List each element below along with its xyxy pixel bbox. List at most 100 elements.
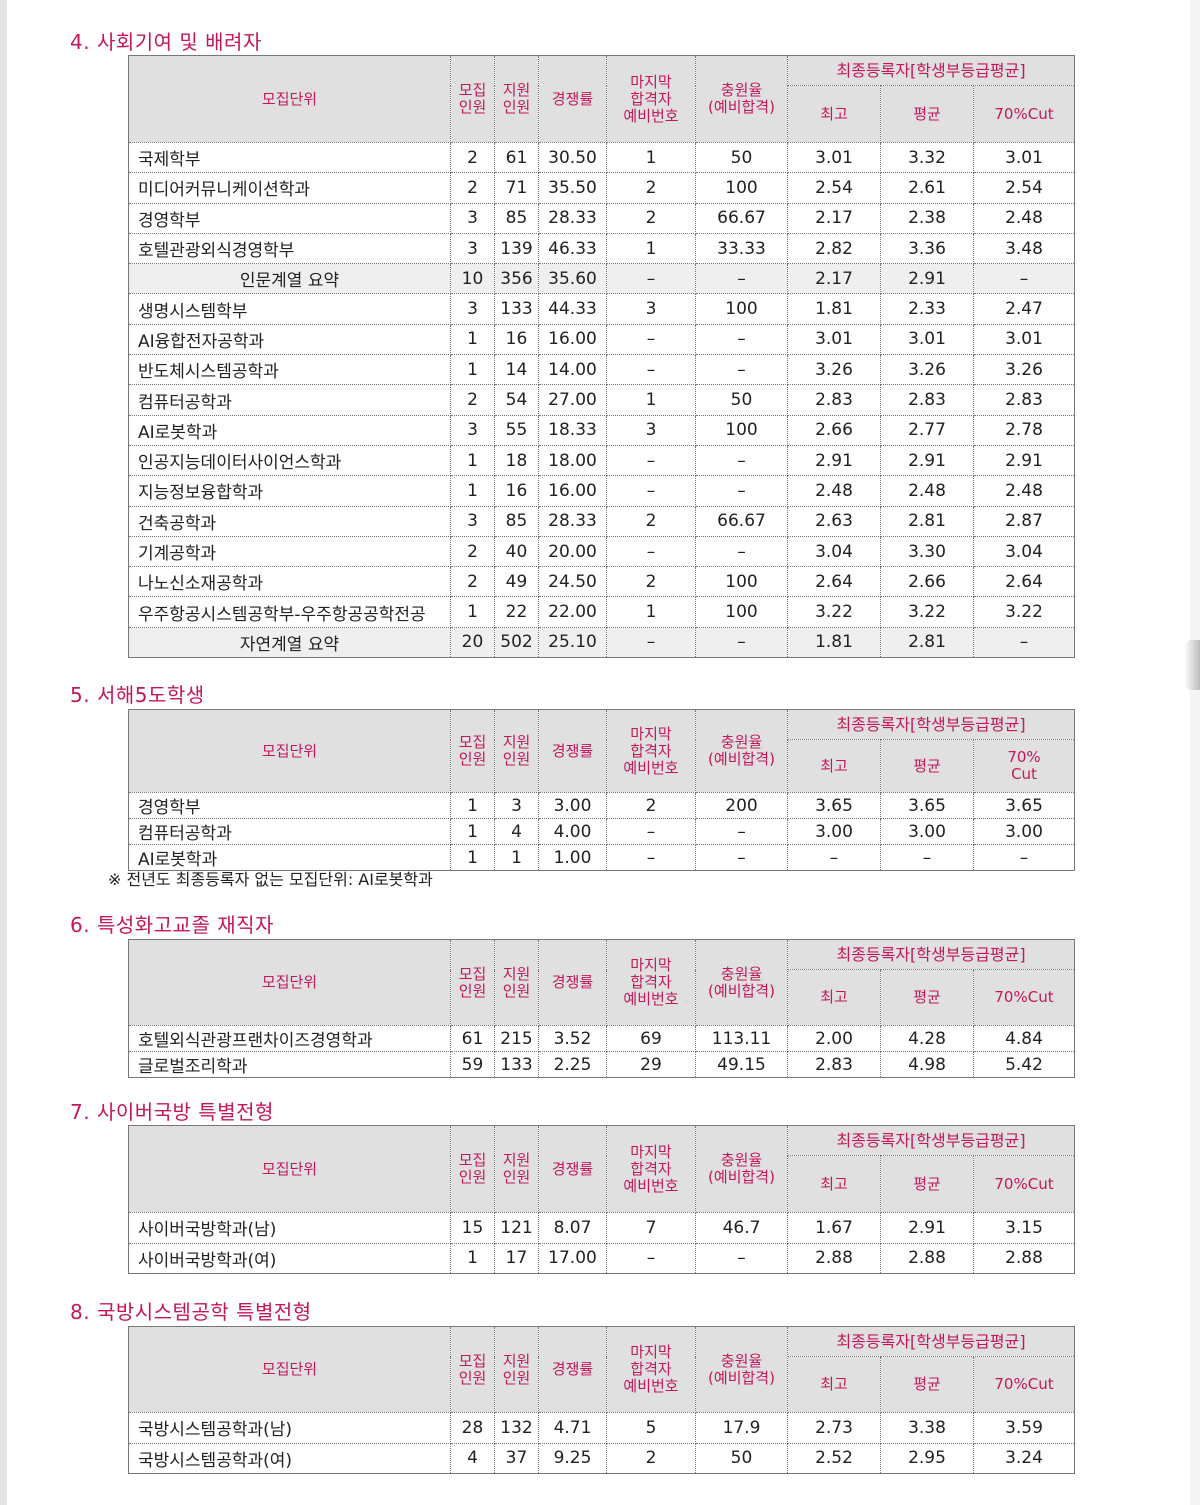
cell-applicants: 55 xyxy=(494,414,539,446)
cell-quota: 59 xyxy=(450,1051,495,1078)
cell-avg: – xyxy=(880,844,974,871)
cell-last: 2 xyxy=(606,202,696,234)
cell-last: 1 xyxy=(606,384,696,416)
cell-unit: 자연계열 요약 xyxy=(128,626,451,659)
cell-last: – xyxy=(606,323,696,356)
admission-table: 모집단위 모집 인원 지원 인원 경쟁률 마지막 합격자 예비번호 충원율 (예비합격) 최… xyxy=(128,1326,1075,1474)
cell-avg: 3.32 xyxy=(880,141,974,174)
cell-avg: 2.33 xyxy=(880,293,974,325)
header-final-group: 최종등록자[학생부등급평균] xyxy=(787,1326,1075,1357)
cell-applicants: 14 xyxy=(494,354,539,386)
cell-applicants: 356 xyxy=(494,263,539,295)
table-row: 국제학부 2 61 30.50 1 50 3.01 3.32 3.01 xyxy=(128,141,1075,174)
cell-unit: 경영학부 xyxy=(128,792,451,819)
header-unit: 모집단위 xyxy=(128,939,451,1026)
table-row: 우주항공시스템공학부-우주항공공학전공 1 22 22.00 1 100 3.22 3.22 3… xyxy=(128,596,1075,628)
cell-quota: 3 xyxy=(450,505,495,537)
cell-applicants: 54 xyxy=(494,384,539,416)
header-avg: 평균 xyxy=(880,739,974,793)
admission-table: 모집단위 모집 인원 지원 인원 경쟁률 마지막 합격자 예비번호 충원율 (예비합격) 최… xyxy=(128,1125,1075,1274)
scroll-handle[interactable] xyxy=(1184,640,1200,690)
cell-quota: 28 xyxy=(450,1412,495,1444)
cell-cut: 3.24 xyxy=(973,1442,1075,1474)
cell-fill: – xyxy=(695,535,788,568)
cell-quota: 3 xyxy=(450,293,495,325)
header-fill-rate: 충원율 (예비합격) xyxy=(695,1326,788,1413)
cell-ratio: 8.07 xyxy=(538,1212,607,1244)
header-quota: 모집 인원 xyxy=(450,709,495,793)
cell-avg: 3.38 xyxy=(880,1412,974,1444)
cell-cut: 3.00 xyxy=(973,818,1075,845)
cell-applicants: 132 xyxy=(494,1412,539,1444)
cell-last: – xyxy=(606,818,696,845)
cell-max: 3.26 xyxy=(787,354,881,386)
header-row: 모집단위 모집 인원 지원 인원 경쟁률 마지막 합격자 예비번호 충원율 (예비합격) 최… xyxy=(128,55,1075,143)
cell-cut: 3.65 xyxy=(973,792,1075,819)
cell-applicants: 133 xyxy=(494,1051,539,1078)
cell-cut: 2.48 xyxy=(973,202,1075,234)
cell-cut: 2.91 xyxy=(973,444,1075,477)
cell-fill: 46.7 xyxy=(695,1212,788,1244)
cell-last: 2 xyxy=(606,505,696,537)
cell-unit: 나노신소재공학과 xyxy=(128,566,451,598)
cell-cut: 3.15 xyxy=(973,1212,1075,1244)
cell-unit: 반도체시스템공학과 xyxy=(128,354,451,386)
header-ratio: 경쟁률 xyxy=(538,55,607,143)
header-fill-rate: 충원율 (예비합격) xyxy=(695,939,788,1026)
header-cut70: 70%Cut xyxy=(973,1356,1075,1413)
cell-applicants: 502 xyxy=(494,626,539,659)
cell-ratio: 2.25 xyxy=(538,1051,607,1078)
cell-max: 2.00 xyxy=(787,1025,881,1052)
header-final-group: 최종등록자[학생부등급평균] xyxy=(787,1125,1075,1156)
cell-max: 1.81 xyxy=(787,626,881,659)
cell-cut: 3.01 xyxy=(973,141,1075,174)
cell-max: 3.04 xyxy=(787,535,881,568)
cell-unit: 컴퓨터공학과 xyxy=(128,818,451,845)
admission-table: 모집단위 모집 인원 지원 인원 경쟁률 마지막 합격자 예비번호 충원율 (예비합격) 최… xyxy=(128,709,1075,871)
cell-ratio: 9.25 xyxy=(538,1442,607,1474)
header-quota: 모집 인원 xyxy=(450,1125,495,1213)
header-cut70: 70% Cut xyxy=(973,739,1075,793)
table-row: 글로벌조리학과 59 133 2.25 29 49.15 2.83 4.98 5.42 xyxy=(128,1051,1075,1078)
cell-max: 3.22 xyxy=(787,596,881,628)
cell-last: – xyxy=(606,444,696,477)
cell-max: 2.88 xyxy=(787,1242,881,1274)
cell-fill: 50 xyxy=(695,141,788,174)
cell-fill: – xyxy=(695,818,788,845)
cell-quota: 4 xyxy=(450,1442,495,1474)
table-row: 경영학부 1 3 3.00 2 200 3.65 3.65 3.65 xyxy=(128,792,1075,819)
cell-applicants: 121 xyxy=(494,1212,539,1244)
cell-unit: AI로봇학과 xyxy=(128,844,451,871)
cell-last: 69 xyxy=(606,1025,696,1052)
header-ratio: 경쟁률 xyxy=(538,939,607,1026)
cell-applicants: 61 xyxy=(494,141,539,174)
cell-ratio: 22.00 xyxy=(538,596,607,628)
cell-last: 1 xyxy=(606,596,696,628)
cell-fill: – xyxy=(695,844,788,871)
table-row: 생명시스템학부 3 133 44.33 3 100 1.81 2.33 2.47 xyxy=(128,293,1075,325)
cell-avg: 4.28 xyxy=(880,1025,974,1052)
cell-unit: 경영학부 xyxy=(128,202,451,234)
table-row: 지능정보융합학과 1 16 16.00– –2.48 2.48 2.48 xyxy=(128,475,1075,507)
cell-cut: 3.22 xyxy=(973,596,1075,628)
header-row: 모집단위 모집 인원 지원 인원 경쟁률 마지막 합격자 예비번호 충원율 (예비합격) 최… xyxy=(128,1326,1075,1413)
cell-quota: 10 xyxy=(450,263,495,295)
cell-avg: 2.66 xyxy=(880,566,974,598)
header-cut70: 70%Cut xyxy=(973,1155,1075,1213)
cell-fill: – xyxy=(695,323,788,356)
header-cut70: 70%Cut xyxy=(973,969,1075,1026)
section-title: 7. 사이버국방 특별전형 xyxy=(70,1100,274,1124)
cell-unit: AI융합전자공학과 xyxy=(128,323,451,356)
cell-max: 2.91 xyxy=(787,444,881,477)
cell-applicants: 139 xyxy=(494,232,539,265)
table-row: 호텔외식관광프랜차이즈경영학과 61 215 3.52 69 113.11 2.00 4.28… xyxy=(128,1025,1075,1052)
header-subrow: 최고 평균 70%Cut xyxy=(129,1356,1075,1413)
cell-last: 2 xyxy=(606,792,696,819)
cell-fill: – xyxy=(695,354,788,386)
cell-ratio: 18.00 xyxy=(538,444,607,477)
cell-avg: 2.81 xyxy=(880,626,974,659)
page-edge-left xyxy=(0,0,7,1505)
table-row: 호텔관광외식경영학부 3 139 46.33 1 33.33 2.82 3.36 3.48 xyxy=(128,232,1075,265)
cell-avg: 2.81 xyxy=(880,505,974,537)
admission-table: 모집단위 모집 인원 지원 인원 경쟁률 마지막 합격자 예비번호 충원율 (예비합격) 최… xyxy=(128,939,1075,1078)
